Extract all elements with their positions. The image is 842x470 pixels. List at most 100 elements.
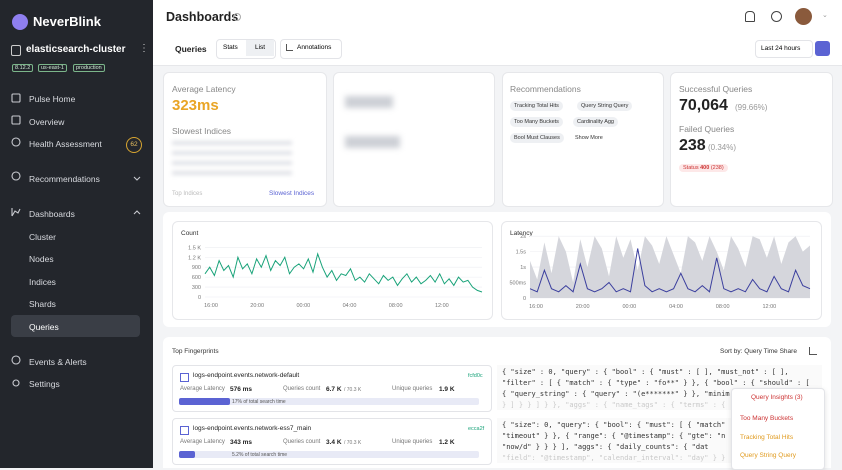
cluster-name[interactable]: elasticsearch-cluster — [26, 44, 126, 55]
card-title: Recommendations — [510, 84, 581, 94]
panel-title: Top Fingerprints — [172, 348, 219, 355]
badge: 62 — [126, 137, 142, 153]
nav-icons — [11, 93, 141, 387]
nav-item[interactable]: Pulse Home — [29, 94, 76, 104]
insight-item[interactable]: Too Many Buckets — [740, 415, 794, 422]
latency-chart-card — [501, 221, 822, 320]
rec-tag[interactable]: Cardinality Agg — [573, 117, 618, 127]
query-line: { "size": 0, "query": { "bool": { "must"… — [502, 421, 726, 429]
status-chip: Status 400 (238) — [679, 164, 728, 172]
brand[interactable]: NeverBlink — [33, 14, 101, 29]
sort-select[interactable]: Sort by: Query Time Share — [720, 348, 797, 355]
link[interactable]: Slowest Indices — [269, 190, 315, 197]
topbar — [153, 0, 842, 34]
chart-title: Count — [181, 230, 199, 237]
tag: us-east-1 — [38, 64, 67, 72]
sidebar: NeverBlink elasticsearch-cluster ⋮ 8.12.… — [0, 0, 153, 468]
query-line: } ] } } ] } }, "aggs" : { "name_tags" : … — [502, 401, 726, 409]
status-count: (238) — [710, 165, 724, 171]
avatar[interactable] — [795, 8, 812, 25]
bell-icon[interactable] — [745, 11, 755, 22]
share-label: 5.2% of total search time — [232, 452, 288, 458]
annotations-btn[interactable] — [280, 39, 342, 59]
view-toggle — [216, 39, 276, 59]
metric-label: Failed Queries — [679, 124, 735, 134]
nav-item[interactable]: Health Assessment — [29, 139, 102, 149]
nav-item[interactable]: Events & Alerts — [29, 357, 87, 367]
hash: ecca2f — [468, 426, 485, 432]
annotations-label[interactable]: Annotations — [297, 44, 332, 51]
share-bar — [179, 398, 230, 405]
nav-item[interactable]: Cluster — [29, 232, 56, 242]
rec-tag[interactable]: Bool Must Clauses — [510, 133, 564, 143]
value-total: / 70.3 K — [344, 440, 362, 446]
row-icon — [180, 426, 189, 435]
time-label[interactable]: Last 24 hours — [761, 45, 801, 52]
tab[interactable]: Queries — [175, 44, 207, 54]
metric-label: Successful Queries — [679, 84, 753, 94]
insight-item[interactable]: Query String Query — [740, 452, 796, 459]
value: 1.2 K — [439, 439, 455, 446]
query-line: "field": "@timestamp", "calendar_interva… — [502, 454, 726, 462]
query-line: "now/d" } } } ], "aggs": { "daily_counts… — [502, 443, 709, 451]
nav-item[interactable]: Settings — [29, 379, 60, 389]
share-bar — [179, 451, 195, 458]
nav-item[interactable]: Nodes — [29, 254, 54, 264]
nav-item[interactable]: Queries — [29, 322, 59, 332]
label: Average Latency — [180, 386, 225, 392]
share-track — [179, 451, 479, 458]
tag: production — [73, 64, 105, 72]
blur — [345, 136, 400, 148]
info-icon[interactable] — [233, 13, 241, 21]
status-text: Status — [683, 165, 699, 171]
insight-item[interactable]: Tracking Total Hits — [740, 434, 794, 441]
menu-dots[interactable]: ⋮ — [139, 43, 149, 54]
value: 1.9 K — [439, 386, 455, 393]
metric-pct: (0.34%) — [708, 143, 737, 152]
footer: Top Indices — [172, 191, 203, 197]
query-line: { "size" : 0, "query" : { "bool" : { "mu… — [502, 368, 789, 376]
active-bg — [11, 315, 140, 337]
index-name[interactable]: logs-endpoint.events.network-default — [193, 372, 300, 379]
nav-item[interactable]: Shards — [29, 299, 56, 309]
time-select[interactable] — [755, 40, 813, 58]
rec-tag[interactable]: Tracking Total Hits — [510, 101, 563, 111]
value: 3.4 K — [326, 439, 342, 446]
sort-icon[interactable] — [809, 347, 817, 355]
queries-card — [670, 72, 833, 207]
label: Unique queries — [392, 439, 433, 445]
rec-tag[interactable]: Query String Query — [577, 101, 633, 111]
share-label: 17% of total search time — [232, 399, 286, 405]
label: Queries count — [283, 386, 321, 392]
nav-item[interactable]: Overview — [29, 117, 65, 127]
active-view — [246, 40, 274, 56]
nav-item[interactable]: Recommendations — [29, 174, 100, 184]
help-icon[interactable] — [771, 11, 782, 22]
blur — [345, 96, 393, 108]
index-name[interactable]: logs-endpoint.events.network-ess7_main — [193, 425, 312, 432]
metric-pct: (99.66%) — [735, 103, 768, 112]
rec-tag[interactable]: Too Many Buckets — [510, 117, 563, 127]
insights-title[interactable]: Query Insights (3) — [751, 394, 803, 401]
label: Unique queries — [392, 386, 433, 392]
tag: 8.12.2 — [12, 64, 34, 72]
nav-item[interactable]: Indices — [29, 277, 56, 287]
view-option[interactable]: List — [255, 44, 266, 51]
hash: fcfd0c — [468, 373, 483, 379]
metric-value: 70,064 — [679, 97, 728, 114]
query-line: "timeout" } }, { "range": { "@timestamp"… — [502, 432, 726, 440]
view-option[interactable]: Stats — [223, 44, 238, 51]
refresh-btn[interactable] — [815, 41, 830, 56]
nav-item[interactable]: Dashboards — [29, 209, 75, 219]
status-code: 400 — [700, 165, 710, 171]
value: 576 ms — [230, 386, 253, 393]
value: 343 ms — [230, 439, 253, 446]
page-title: Dashboards — [166, 10, 239, 24]
cluster-icon — [11, 45, 21, 56]
chevron[interactable]: ⌄ — [822, 12, 828, 19]
metric-value: 323ms — [172, 97, 219, 114]
chart-icon — [286, 44, 293, 51]
query-line: { "query_string" : { "query" : "(e******… — [502, 390, 730, 398]
show-more[interactable]: Show More — [575, 135, 603, 141]
value: 6.7 K — [326, 386, 342, 393]
